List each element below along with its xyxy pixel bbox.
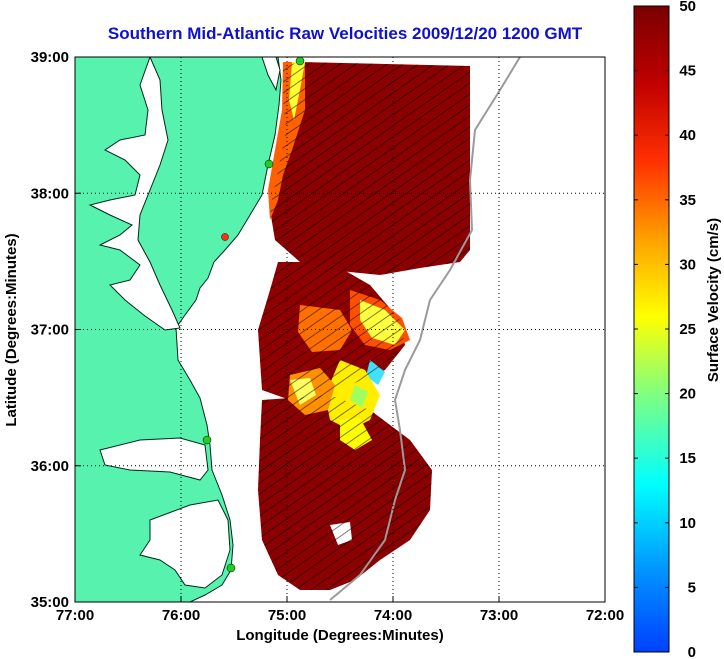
- colorbar-tick-label: 10: [679, 515, 696, 532]
- bathymetry-contour: [329, 57, 521, 601]
- colorbar-tick-label: 30: [679, 256, 696, 273]
- x-axis-title: Longitude (Degrees:Minutes): [236, 627, 444, 644]
- x-tick-label: 72:00: [586, 607, 624, 624]
- colorbar-tick-label: 50: [679, 0, 696, 15]
- station-marker: [202, 435, 212, 445]
- y-axis-title: Latitude (Degrees:Minutes): [3, 233, 20, 426]
- colorbar-tick-label: 40: [679, 127, 696, 144]
- x-tick-label: 76:00: [162, 607, 200, 624]
- y-tick-label: 37:00: [31, 322, 69, 339]
- colorbar-label: Surface Velocity (cm/s): [705, 218, 722, 382]
- colorbar-tick-label: 20: [679, 386, 696, 403]
- delaware-bay: [261, 57, 281, 92]
- x-axis: 77:00 76:00 75:00 74:00 73:00 72:00: [56, 596, 624, 624]
- y-tick-label: 35:00: [31, 594, 69, 611]
- colorbar-tick-label: 25: [679, 321, 696, 338]
- colorbar-tick-label: 5: [688, 579, 696, 596]
- x-tick-label: 75:00: [268, 607, 306, 624]
- grid-lines: [75, 57, 605, 602]
- y-axis: 39:00 38:00 37:00 36:00 35:00: [31, 49, 81, 611]
- colorbar-tick-label: 15: [679, 450, 696, 467]
- colorbar: [633, 5, 670, 653]
- station-marker: [264, 159, 274, 169]
- colorbar-tick-label: 45: [679, 63, 696, 80]
- station-marker: [221, 233, 229, 241]
- chesapeake-bay: [88, 57, 181, 331]
- x-tick-label: 77:00: [56, 607, 94, 624]
- station-marker: [226, 563, 236, 573]
- velocity-vectors: [258, 62, 470, 590]
- x-tick-label: 73:00: [480, 607, 518, 624]
- station-marker: [295, 57, 305, 66]
- x-tick-label: 74:00: [374, 607, 412, 624]
- colorbar-tick-label: 35: [679, 192, 696, 209]
- y-tick-label: 38:00: [31, 185, 69, 202]
- y-tick-label: 39:00: [31, 49, 69, 66]
- map-title: Southern Mid-Atlantic Raw Velocities 200…: [107, 24, 583, 43]
- pamlico-sound: [139, 499, 231, 589]
- y-tick-label: 36:00: [31, 458, 69, 475]
- colorbar-tick-label: 0: [688, 644, 696, 659]
